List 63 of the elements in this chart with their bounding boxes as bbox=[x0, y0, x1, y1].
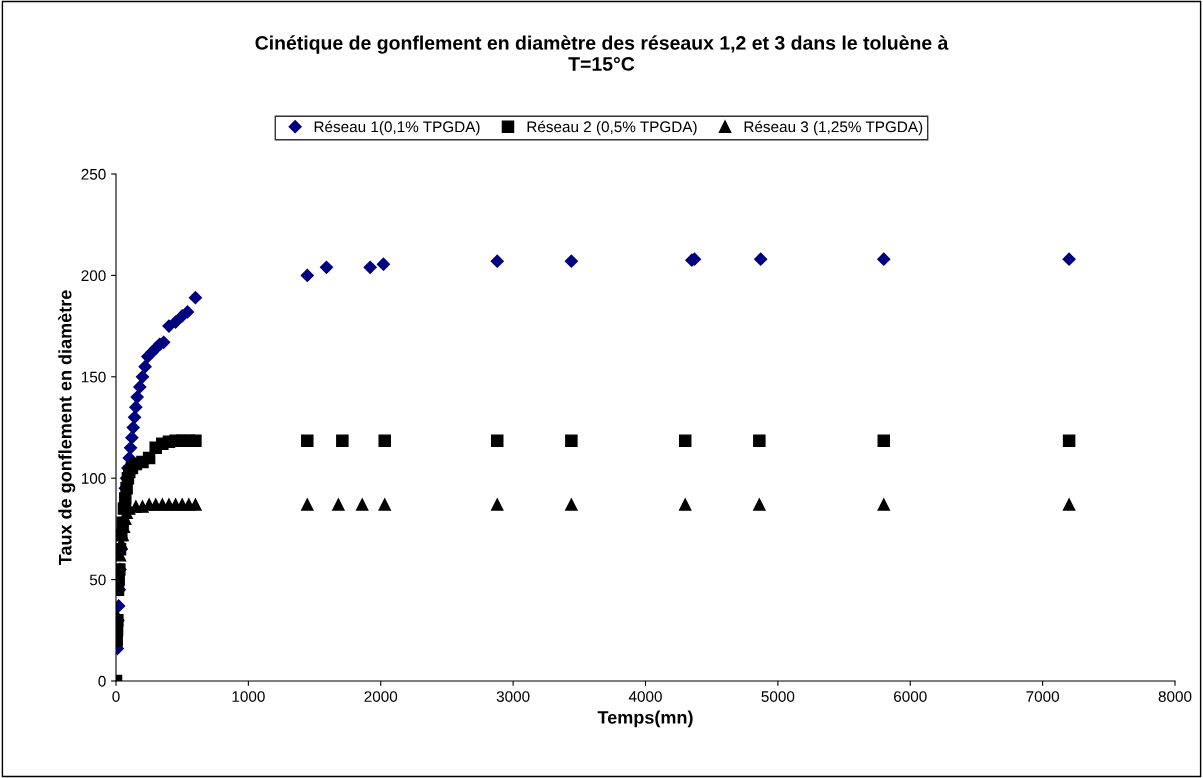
x-tick-label: 1000 bbox=[232, 691, 265, 702]
point bbox=[378, 434, 391, 447]
point bbox=[1062, 252, 1076, 266]
y-tick-label: 0 bbox=[98, 675, 106, 687]
point bbox=[126, 420, 140, 435]
point bbox=[135, 370, 150, 384]
point bbox=[565, 498, 578, 511]
point bbox=[138, 360, 152, 374]
point bbox=[301, 434, 314, 447]
point bbox=[564, 254, 578, 268]
point bbox=[1062, 498, 1076, 511]
point bbox=[189, 498, 202, 511]
point bbox=[754, 252, 768, 266]
point bbox=[300, 268, 314, 282]
point bbox=[753, 434, 766, 447]
point bbox=[490, 498, 504, 511]
point bbox=[180, 305, 195, 319]
x-tick-label: 3000 bbox=[496, 691, 530, 702]
point bbox=[678, 434, 692, 447]
point bbox=[188, 291, 203, 305]
y-tick-label: 150 bbox=[81, 371, 106, 383]
point bbox=[133, 380, 147, 394]
point bbox=[678, 498, 692, 511]
point bbox=[490, 254, 504, 268]
point bbox=[332, 498, 345, 511]
y-tick-label: 250 bbox=[81, 168, 106, 180]
x-tick-label: 4000 bbox=[628, 691, 662, 702]
x-tick-label: 0 bbox=[112, 691, 120, 702]
x-tick-label: 7000 bbox=[1026, 691, 1060, 702]
x-tick-label: 6000 bbox=[894, 691, 927, 702]
point bbox=[565, 434, 578, 447]
x-axis-title: Temps(mn) bbox=[597, 710, 693, 728]
point bbox=[168, 315, 183, 329]
point bbox=[127, 410, 142, 424]
y-axis-title: Taux de gonflement en diamètre bbox=[58, 290, 76, 566]
point bbox=[877, 498, 891, 511]
point bbox=[363, 260, 377, 274]
point bbox=[355, 498, 369, 511]
point bbox=[125, 431, 139, 445]
x-tick-label: 2000 bbox=[364, 691, 398, 702]
y-tick-label: 100 bbox=[81, 473, 106, 484]
x-tick-label: 5000 bbox=[761, 691, 795, 702]
point bbox=[753, 498, 766, 511]
point bbox=[378, 498, 391, 511]
point bbox=[877, 434, 891, 447]
point bbox=[129, 400, 143, 414]
point bbox=[336, 434, 349, 447]
point bbox=[490, 434, 504, 447]
point bbox=[301, 498, 314, 511]
point bbox=[1062, 434, 1076, 447]
point bbox=[877, 252, 891, 266]
legend-label: Réseau 3 (1,25% TPGDA) bbox=[744, 120, 923, 136]
x-tick-label: 8000 bbox=[1158, 691, 1192, 702]
y-tick-label: 200 bbox=[81, 270, 106, 282]
point bbox=[319, 260, 334, 274]
y-tick-label: 50 bbox=[89, 574, 106, 586]
legend-label: Réseau 1(0,1% TPGDA) bbox=[314, 120, 480, 136]
chart-title: Cinétique de gonflement en diamètre des réseaux 1,2 et 3 dans le toluène à T=15°C bbox=[255, 35, 949, 71]
point bbox=[130, 390, 144, 404]
point bbox=[376, 257, 390, 271]
legend-label: Réseau 2 (0,5% TPGDA) bbox=[527, 120, 697, 136]
point bbox=[123, 441, 138, 455]
point bbox=[189, 434, 202, 447]
